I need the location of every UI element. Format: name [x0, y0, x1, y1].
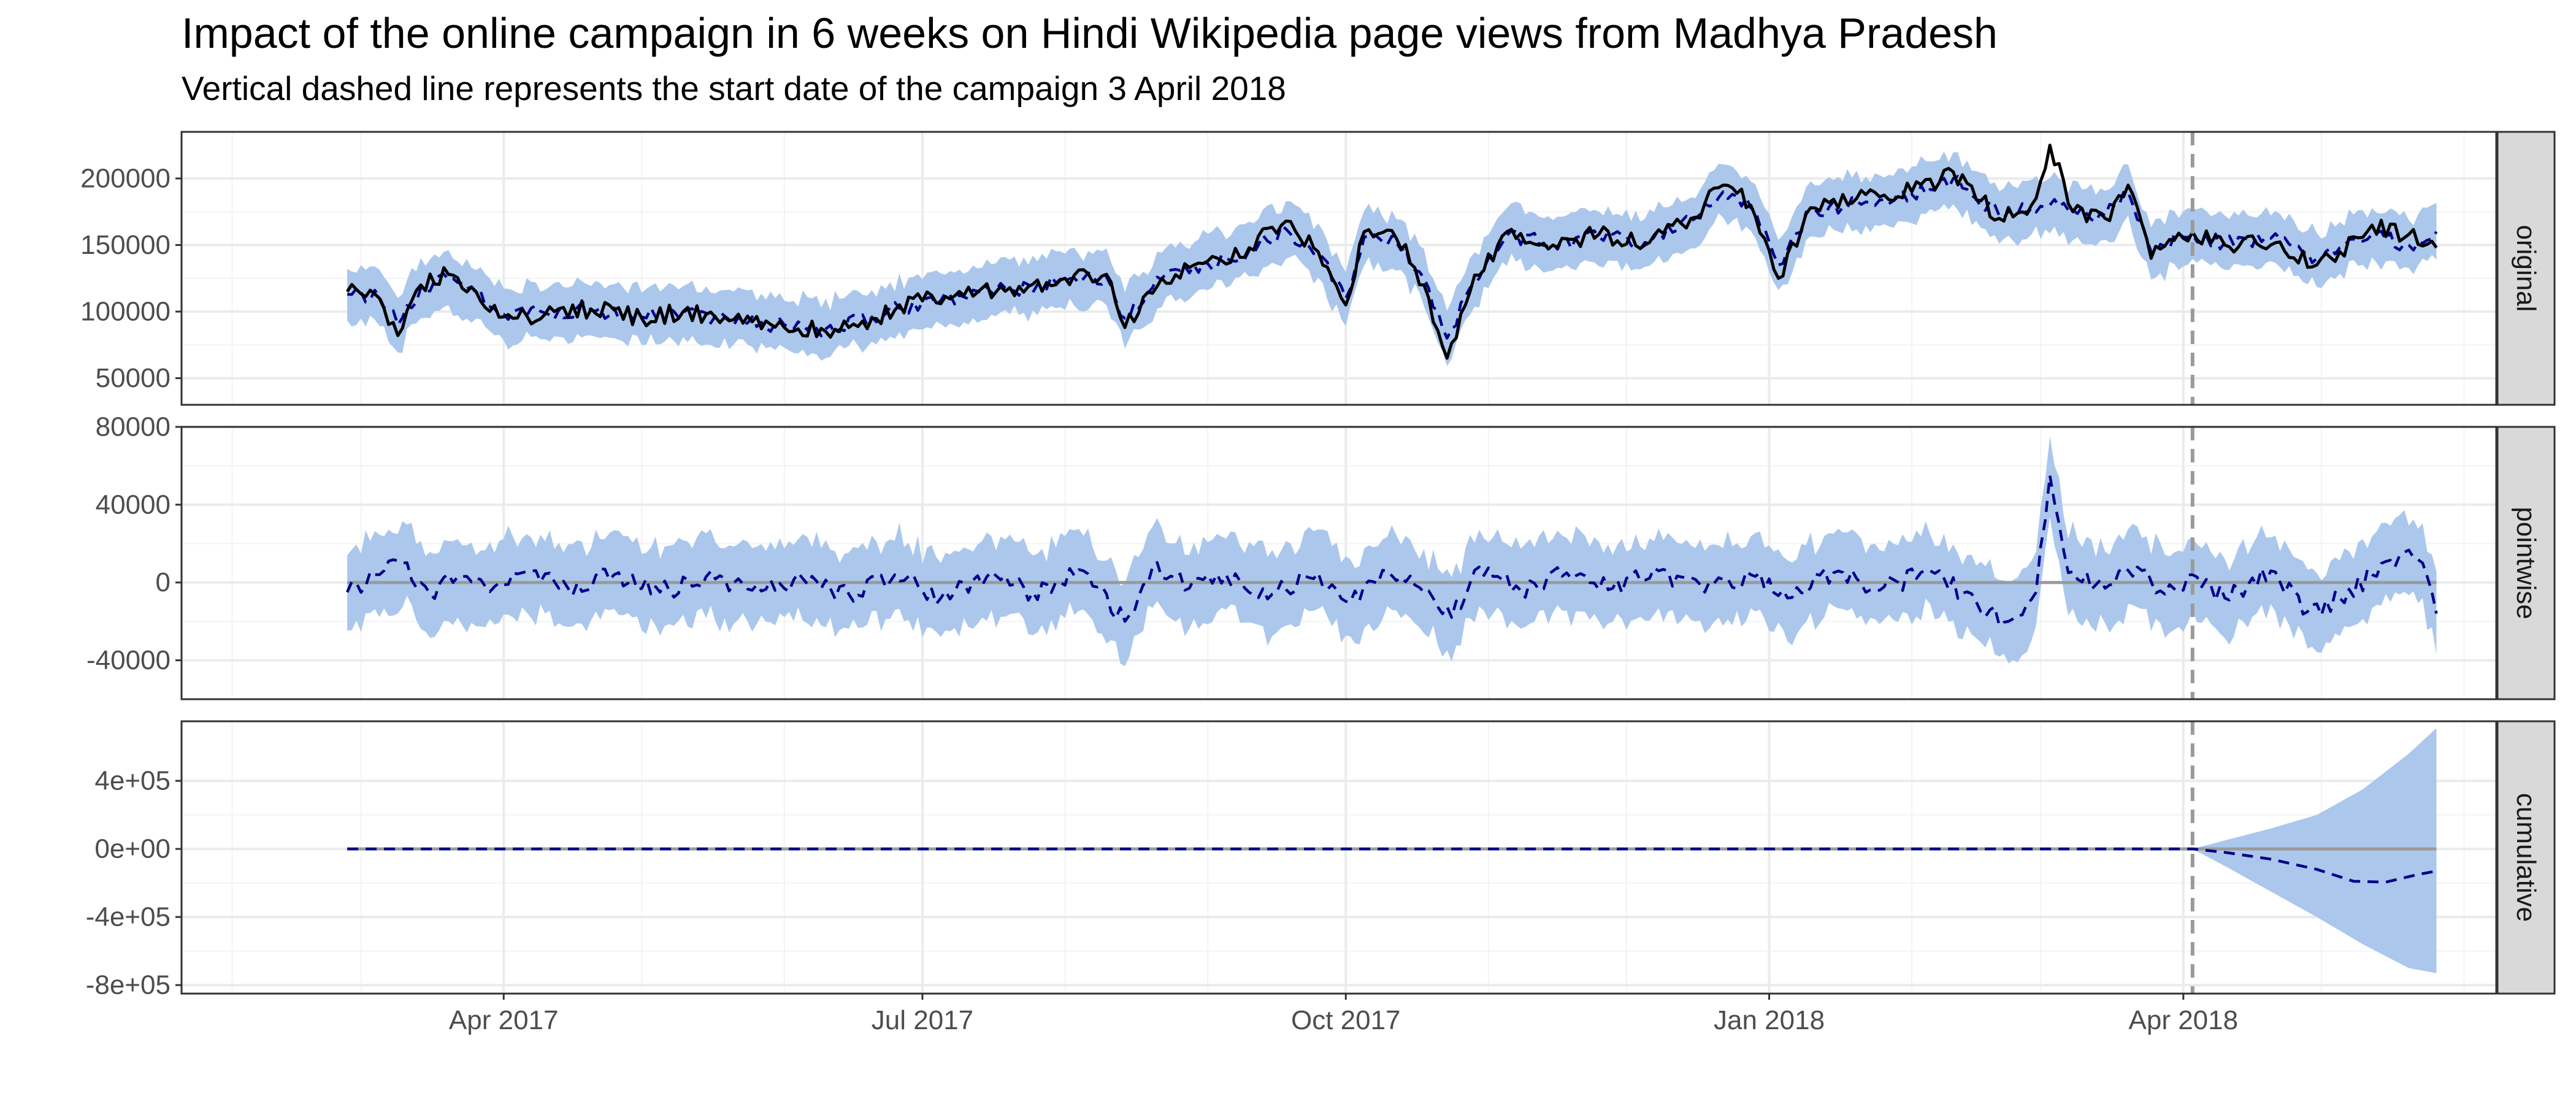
plot-area	[346, 144, 2438, 367]
y-tick-label: 0e+00	[94, 834, 171, 864]
x-tick-label: Apr 2017	[449, 1005, 559, 1035]
panel-border	[180, 131, 2497, 406]
panel-cumulative: cumulative -8e+05 -4e+05 0e+00 4e+05	[86, 720, 2556, 1000]
chart-title: Impact of the online campaign in 6 weeks…	[182, 9, 1998, 57]
x-tick-label: Oct 2017	[1291, 1005, 1401, 1035]
facet-strip-label: pointwise	[2511, 507, 2541, 619]
facet-strip-label: original	[2511, 225, 2541, 312]
plot-area	[346, 436, 2438, 666]
y-tick-label: 40000	[96, 489, 171, 519]
prediction-interval-band	[347, 151, 2437, 367]
facet-strip	[2496, 131, 2556, 406]
series-actual-line	[346, 144, 2438, 360]
facet-strip-label: cumulative	[2511, 793, 2541, 922]
chart-subtitle: Vertical dashed line represents the star…	[182, 69, 1286, 107]
y-tick-label: 150000	[80, 230, 171, 260]
y-tick-label: 4e+05	[94, 766, 171, 796]
prediction-interval-band	[347, 436, 2437, 666]
panel-background	[182, 721, 2496, 994]
plot-area	[347, 728, 2437, 973]
y-tick-label: 80000	[96, 412, 171, 442]
y-tick-label: -8e+05	[86, 970, 171, 1000]
x-tick-label: Jul 2017	[872, 1005, 973, 1035]
y-tick-label: -40000	[86, 645, 171, 675]
facet-strip	[2496, 720, 2556, 995]
y-tick-label: 0	[156, 567, 171, 597]
facet-strip	[2496, 426, 2556, 700]
y-tick-label: -4e+05	[86, 902, 171, 932]
y-tick-label: 200000	[80, 163, 171, 193]
panel-original: original 50000 100000 150000 200000	[80, 131, 2556, 406]
y-tick-label: 50000	[96, 363, 171, 393]
x-tick-label: Apr 2018	[2129, 1005, 2239, 1035]
series-prediction-line	[346, 474, 2438, 627]
y-tick-label: 100000	[80, 297, 171, 327]
panel-pointwise: pointwise -40000 0 40000 80000	[86, 412, 2556, 700]
panel-border	[180, 426, 2497, 700]
panel-border	[180, 720, 2497, 995]
x-tick-label: Jan 2018	[1714, 1005, 1825, 1035]
